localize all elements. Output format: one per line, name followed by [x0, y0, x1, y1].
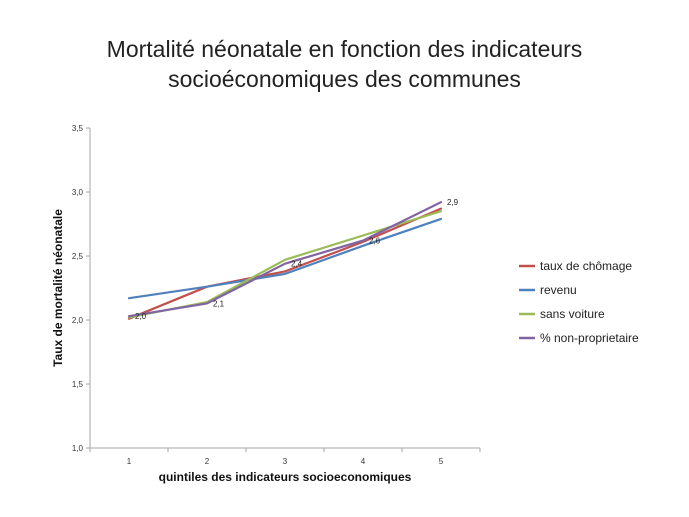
y-tick-label: 2,5 [72, 252, 84, 261]
y-tick-label: 1,0 [72, 444, 84, 453]
chart-title-line-2: socioéconomiques des communes [168, 66, 521, 92]
data-label: 2,6 [369, 237, 381, 246]
x-tick-label: 1 [127, 457, 132, 466]
legend-label: sans voiture [540, 307, 605, 321]
x-tick-label: 4 [361, 457, 366, 466]
series-line [127, 201, 443, 318]
legend-label: taux de chômage [540, 259, 632, 273]
data-label: 2,4 [291, 260, 303, 269]
legend-label: revenu [540, 283, 577, 297]
data-label: 2,9 [447, 198, 459, 207]
x-axis-title: quintiles des indicateurs socioeconomiqu… [159, 470, 412, 484]
x-tick-label: 3 [283, 457, 288, 466]
data-labels: 2,0 2,1 2,4 2,6 2,9 [135, 198, 459, 321]
y-tick-label: 3,5 [72, 124, 84, 133]
axes [89, 128, 480, 449]
legend: taux de chômage revenu sans voiture % non-p… [519, 259, 639, 345]
y-tick-label: 1,5 [72, 380, 84, 389]
series-line [127, 207, 443, 320]
data-label: 2,0 [135, 312, 147, 321]
y-tick-label: 3,0 [72, 188, 84, 197]
y-axis-ticks: 1,0 1,5 2,0 2,5 3,0 3,5 [72, 124, 90, 453]
series-line [127, 217, 443, 300]
chart-title: Mortalité néonatale en fonction des indi… [0, 34, 689, 94]
data-label: 2,1 [213, 299, 225, 308]
chart-title-line-1: Mortalité néonatale en fonction des indi… [106, 36, 583, 62]
x-axis-ticks: 1 2 3 4 5 [89, 448, 481, 466]
legend-label: % non-proprietaire [540, 331, 639, 345]
series-lines [127, 201, 443, 320]
y-axis-title: Taux de mortalité néonatale [51, 209, 65, 367]
x-tick-label: 5 [439, 457, 444, 466]
y-tick-label: 2,0 [72, 316, 84, 325]
x-tick-label: 2 [205, 457, 210, 466]
